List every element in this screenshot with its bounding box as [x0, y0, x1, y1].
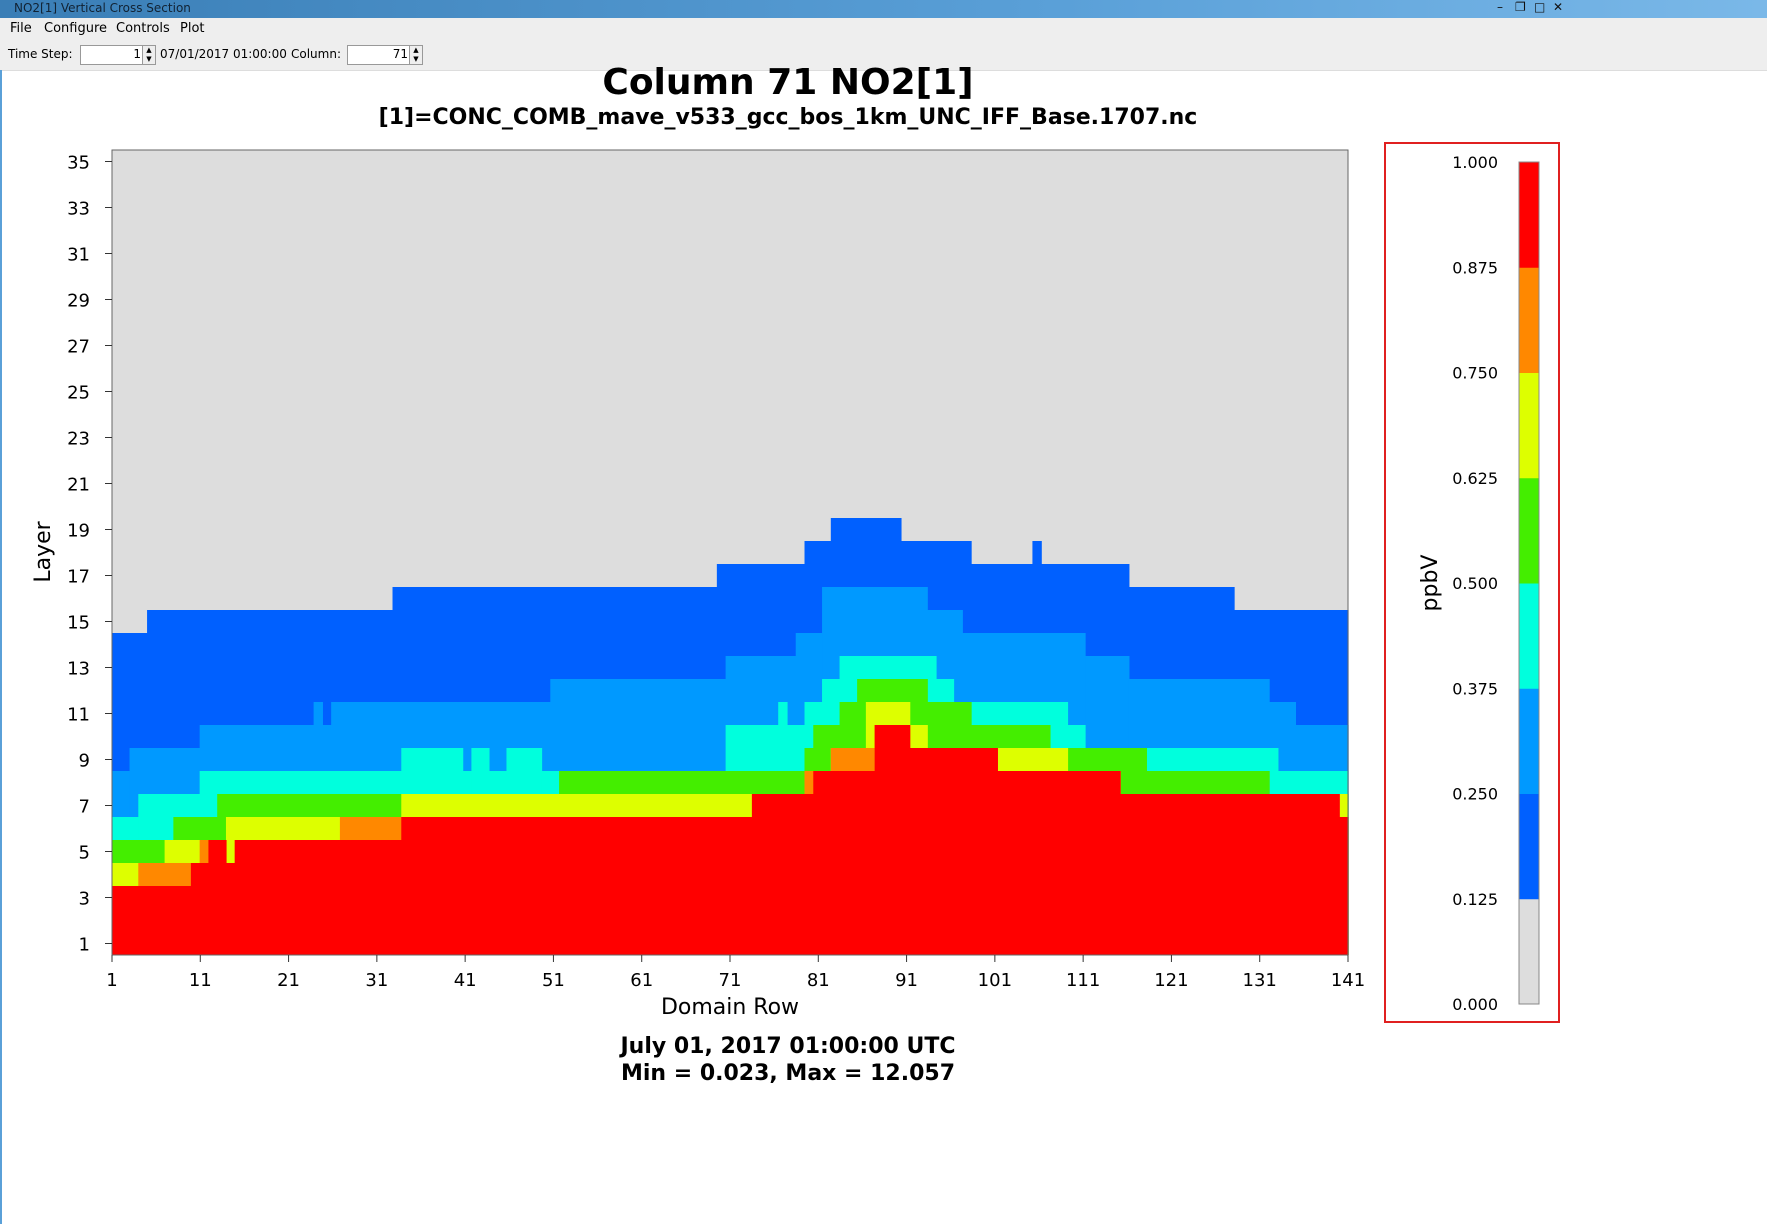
menu-file[interactable]: File	[10, 21, 32, 36]
y-tick-label: 13	[67, 659, 90, 680]
column-value: 71	[392, 47, 408, 61]
colorbar-swatch	[1519, 477, 1539, 584]
y-tick-label: 19	[67, 521, 90, 542]
y-tick-label: 11	[67, 705, 90, 726]
heatmap-cell-band	[874, 725, 911, 955]
datetime-label: 07/01/2017 01:00:00	[160, 47, 287, 61]
y-tick-label: 33	[67, 199, 90, 220]
colorbar-unit: ppbV	[1418, 555, 1443, 612]
colorbar-label: 0.000	[1452, 995, 1498, 1014]
colorbar-label: 0.500	[1452, 574, 1498, 593]
colorbar-swatch	[1519, 267, 1539, 373]
heatmap-cell-band	[813, 771, 876, 955]
y-tick-label: 35	[67, 153, 90, 174]
y-tick-label: 23	[67, 429, 90, 450]
y-tick-label: 7	[79, 797, 90, 818]
column-spinner[interactable]: 71 ▲ ▼	[347, 45, 423, 65]
heatmap-cell-band	[909, 748, 998, 955]
y-tick-label: 25	[67, 383, 90, 404]
y-tick-label: 15	[67, 613, 90, 634]
heatmap-cell-band	[208, 840, 227, 955]
y-axis-label: Layer	[31, 520, 56, 582]
spinner-arrows-icon[interactable]: ▲ ▼	[142, 46, 155, 64]
footer-time: July 01, 2017 01:00:00 UTC	[618, 1034, 955, 1059]
x-tick-label: 141	[1331, 970, 1365, 991]
colorbar-swatch	[1519, 583, 1539, 689]
x-tick-label: 61	[630, 970, 653, 991]
colorbar-swatch	[1519, 162, 1539, 268]
heatmap-cell-band	[190, 863, 210, 955]
y-tick-label: 1	[79, 935, 90, 956]
heatmap-cell-band	[751, 794, 814, 955]
x-tick-label: 81	[807, 970, 830, 991]
time-step-label: Time Step:	[8, 47, 73, 61]
colorbar-swatch	[1519, 898, 1539, 1005]
x-tick-label: 41	[454, 970, 477, 991]
colorbar-label: 0.375	[1452, 679, 1498, 698]
colorbar-swatch	[1519, 688, 1539, 794]
heatmap-cell-band	[401, 817, 753, 955]
y-tick-label: 29	[67, 291, 90, 312]
spinner-arrows-icon[interactable]: ▲ ▼	[409, 46, 422, 64]
chart-title: Column 71 NO2[1]	[602, 62, 973, 103]
x-tick-label: 131	[1243, 970, 1277, 991]
chart-subtitle: [1]=CONC_COMB_mave_v533_gcc_bos_1km_UNC_…	[379, 105, 1198, 130]
x-tick-label: 121	[1154, 970, 1188, 991]
colorbar-label: 0.625	[1452, 469, 1498, 488]
x-tick-label: 1	[106, 970, 117, 991]
heatmap-area	[112, 150, 1349, 955]
y-tick-label: 31	[67, 245, 90, 266]
time-step-value: 1	[133, 47, 141, 61]
colorbar-swatch	[1519, 793, 1539, 900]
window-titlebar: NO2[1] Vertical Cross Section – ❐ □ ✕	[0, 0, 1767, 18]
footer-stats: Min = 0.023, Max = 12.057	[621, 1061, 955, 1086]
menu-controls[interactable]: Controls	[116, 21, 170, 36]
heatmap-cell-band	[112, 886, 192, 955]
menu-bar: File Configure Controls Plot	[0, 18, 1767, 40]
x-axis: 1 11 21 31 41 51 61 71 81 91 101 111 121 131 141	[106, 955, 1365, 991]
close-icon[interactable]: ✕	[1553, 0, 1564, 14]
heatmap-cell-band	[1339, 817, 1349, 955]
x-tick-label: 51	[542, 970, 565, 991]
y-tick-label: 17	[67, 567, 90, 588]
x-axis-label: Domain Row	[661, 995, 799, 1020]
colorbar-swatch	[1519, 372, 1539, 479]
x-tick-label: 11	[189, 970, 212, 991]
x-tick-label: 71	[719, 970, 742, 991]
y-tick-label: 21	[67, 475, 90, 496]
window-border	[0, 70, 2, 1224]
x-tick-label: 21	[277, 970, 300, 991]
colorbar-label: 0.750	[1452, 364, 1498, 383]
x-tick-label: 101	[978, 970, 1012, 991]
window-title: NO2[1] Vertical Cross Section	[14, 1, 191, 15]
colorbar-label: 1.000	[1452, 153, 1498, 172]
menu-configure[interactable]: Configure	[44, 21, 108, 36]
colorbar-outline	[1518, 161, 1540, 1005]
x-tick-label: 31	[365, 970, 388, 991]
heatmap-cell-band	[234, 840, 402, 955]
colorbar-frame	[1384, 142, 1560, 1023]
toolbar: Time Step: 1 ▲ ▼ 07/01/2017 01:00:00 Colu…	[0, 40, 1767, 71]
maximize-icon[interactable]: □	[1534, 0, 1546, 14]
minimize-icon[interactable]: –	[1497, 0, 1503, 14]
y-tick-label: 5	[79, 843, 90, 864]
y-tick-label: 9	[79, 751, 90, 772]
time-step-spinner[interactable]: 1 ▲ ▼	[80, 45, 156, 65]
colorbar-label: 0.875	[1452, 258, 1498, 277]
x-tick-label: 111	[1066, 970, 1100, 991]
colorbar-label: 0.125	[1452, 890, 1498, 909]
y-tick-label: 27	[67, 337, 90, 358]
colorbar: 0.000 0.125 0.250 0.375 0.500 0.625 0.750 0.875…	[1452, 153, 1540, 1014]
y-tick-label: 3	[79, 889, 90, 910]
heatmap-cell-band	[225, 863, 236, 955]
heatmap-cell-band	[1120, 794, 1340, 955]
colorbar-label: 0.250	[1452, 785, 1498, 804]
menu-plot[interactable]: Plot	[180, 21, 205, 36]
x-tick-label: 91	[895, 970, 918, 991]
restore-icon[interactable]: ❐	[1515, 0, 1526, 14]
heatmap-cell-band	[997, 771, 1121, 955]
column-label: Column:	[291, 47, 341, 61]
